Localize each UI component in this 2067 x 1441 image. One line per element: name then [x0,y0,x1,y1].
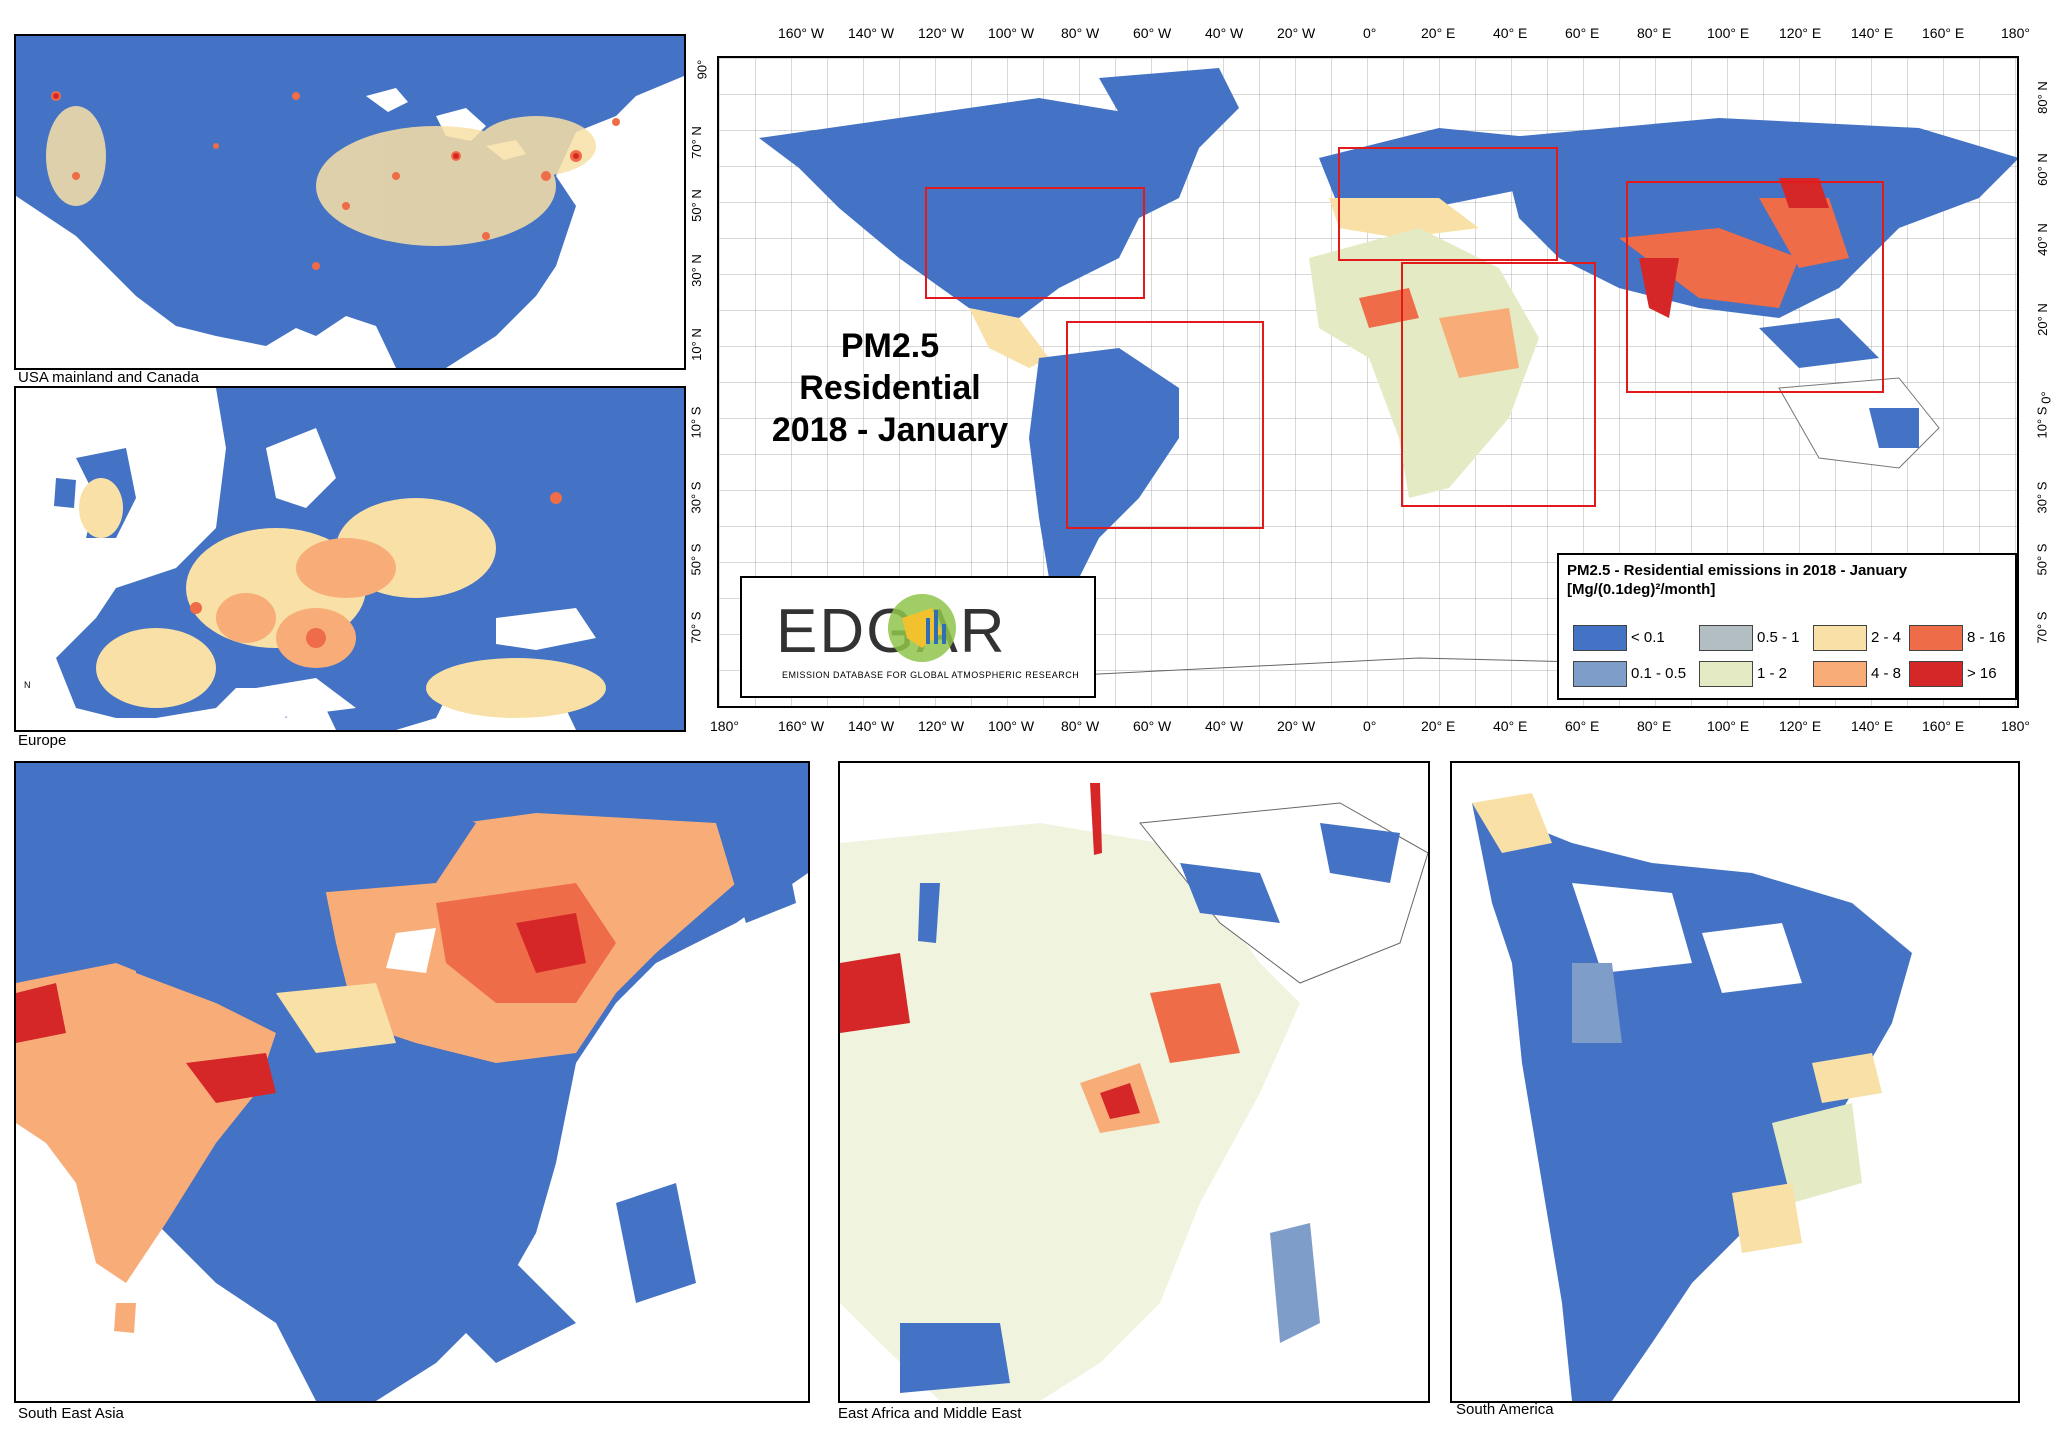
legend: PM2.5 - Residential emissions in 2018 - … [1557,553,2017,700]
lat-tick: 0° [2038,391,2054,404]
legend-label: 8 - 16 [1967,629,2006,646]
lon-tick: 180° [2001,718,2030,734]
legend-label: > 16 [1967,665,1997,682]
lon-tick: 100° E [1707,718,1750,734]
lon-tick: 20° E [1421,718,1456,734]
lat-tick: 80° N [2034,81,2050,114]
lon-tick: 0° [1363,25,1377,41]
svg-text:N: N [24,680,31,690]
title-line-1: PM2.5 [840,327,940,365]
lon-tick: 120° E [1779,25,1822,41]
lon-tick: 60° E [1565,718,1600,734]
lon-tick: 40° W [1205,718,1244,734]
east-africa-middle-east-map [838,761,1430,1403]
lon-tick: 20° W [1277,25,1316,41]
lon-tick: 160° W [778,718,825,734]
lon-tick: 0° [1363,718,1377,734]
lon-tick: 60° W [1133,718,1172,734]
lon-tick: 140° W [848,718,895,734]
lat-tick: 10° S [2034,406,2050,439]
legend-swatch [1909,625,1963,651]
lon-tick: 160° E [1922,25,1965,41]
samerica-caption: South America [1456,1401,1554,1418]
south-east-asia-map [14,761,810,1403]
lon-tick: 40° E [1493,25,1528,41]
lat-tick: 10° N [688,328,704,361]
legend-swatch [1909,661,1963,687]
lat-tick: 50° N [688,189,704,222]
lon-tick: 160° W [778,25,825,41]
lat-tick: 40° N [2034,223,2050,256]
logo-subtitle: EMISSION DATABASE FOR GLOBAL ATMOSPHERIC… [782,670,1080,680]
lon-tick: 40° E [1493,718,1528,734]
lon-tick: 60° E [1565,25,1600,41]
title-line-2: Residential [799,369,981,407]
lat-tick: 50° S [688,543,704,576]
lon-tick: 100° W [988,25,1035,41]
lat-tick: 70° S [688,611,704,644]
lon-tick: 120° W [918,25,965,41]
lon-tick: 100° W [988,718,1035,734]
legend-label: 0.1 - 0.5 [1631,665,1687,682]
lat-tick: 20° N [2034,303,2050,336]
legend-label: 4 - 8 [1871,665,1902,682]
lat-tick: 30° S [688,481,704,514]
lon-tick: 180° [710,718,739,734]
lat-tick: 70° N [688,126,704,159]
europe-map: N [14,386,686,732]
lat-tick: 10° S [688,406,704,439]
legend-swatch [1813,625,1867,651]
legend-swatch [1813,661,1867,687]
lon-tick: 80° W [1061,25,1100,41]
lon-tick: 180° [2001,25,2030,41]
lon-tick: 80° W [1061,718,1100,734]
legend-title-line-1: PM2.5 - Residential emissions in 2018 - … [1567,562,1908,579]
lon-tick: 80° E [1637,25,1672,41]
usa-canada-map [14,34,686,370]
africa-caption: East Africa and Middle East [838,1405,1022,1422]
lat-tick: 30° S [2034,481,2050,514]
lon-tick: 20° W [1277,718,1316,734]
legend-title-line-2: [Mg/(0.1deg)²/month] [1567,581,1716,598]
lon-tick: 140° E [1851,718,1894,734]
europe-caption: Europe [18,732,67,749]
globe-icon [888,594,956,662]
legend-label: 1 - 2 [1757,665,1788,682]
legend-swatch [1573,661,1627,687]
lon-tick: 140° E [1851,25,1894,41]
lon-tick: 140° W [848,25,895,41]
legend-swatch [1699,661,1753,687]
map-title: PM2.5 Residential 2018 - January [740,325,1040,451]
lon-tick: 160° E [1922,718,1965,734]
lat-tick: 30° N [688,254,704,287]
sea-caption: South East Asia [18,1405,124,1422]
usa-caption: USA mainland and Canada [18,369,199,386]
legend-swatch [1573,625,1627,651]
lat-tick: 50° S [2034,543,2050,576]
title-line-3: 2018 - January [771,411,1009,449]
legend-swatch [1699,625,1753,651]
lon-tick: 40° W [1205,25,1244,41]
legend-label: 0.5 - 1 [1757,629,1800,646]
lat-tick: 60° N [2034,153,2050,186]
lon-tick: 120° E [1779,718,1822,734]
lon-tick: 100° E [1707,25,1750,41]
lon-tick: 60° W [1133,25,1172,41]
legend-title: PM2.5 - Residential emissions in 2018 - … [1567,561,1907,599]
south-america-map [1450,761,2020,1403]
edgar-logo: EDGAR EMISSION DATABASE FOR GLOBAL ATMOS… [740,576,1096,698]
legend-label: 2 - 4 [1871,629,1902,646]
lat-tick: 70° S [2034,611,2050,644]
lon-tick: 120° W [918,718,965,734]
lat-tick: 90° [694,59,710,80]
legend-label: < 0.1 [1631,629,1665,646]
lon-tick: 80° E [1637,718,1672,734]
lon-tick: 20° E [1421,25,1456,41]
